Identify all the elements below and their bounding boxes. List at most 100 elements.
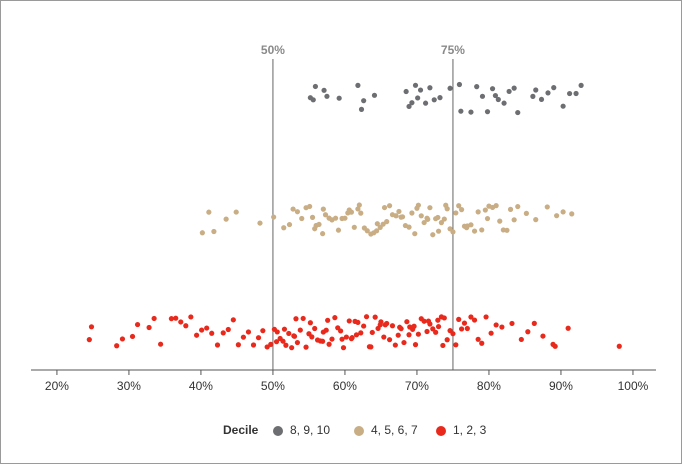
point	[456, 316, 462, 322]
point	[493, 322, 499, 328]
point	[438, 220, 445, 226]
point	[323, 327, 329, 333]
point	[361, 323, 367, 329]
point	[484, 215, 491, 222]
point	[544, 204, 550, 210]
point	[464, 325, 470, 332]
point	[427, 205, 433, 211]
point	[274, 329, 280, 335]
legend-label: 1, 2, 3	[453, 423, 487, 437]
point	[307, 203, 313, 210]
x-tick-label: 100%	[618, 379, 649, 393]
point	[398, 214, 404, 220]
point	[230, 317, 236, 323]
x-tick-label: 90%	[549, 379, 573, 393]
point	[447, 85, 453, 91]
point	[501, 100, 507, 106]
point	[257, 220, 263, 226]
point	[355, 319, 361, 326]
legend-label: 4, 5, 6, 7	[371, 423, 418, 437]
point	[551, 85, 557, 91]
point	[286, 221, 293, 228]
point	[355, 206, 361, 212]
point	[540, 333, 546, 339]
point	[214, 342, 221, 348]
point	[336, 95, 342, 101]
point	[119, 336, 126, 342]
point	[441, 315, 447, 321]
point	[299, 215, 305, 222]
point	[332, 215, 339, 221]
point	[381, 334, 387, 340]
point	[533, 217, 539, 223]
point	[233, 209, 239, 215]
point	[183, 323, 189, 329]
point	[414, 205, 420, 211]
point	[324, 93, 330, 99]
point	[290, 206, 296, 212]
point	[565, 325, 571, 331]
point	[412, 342, 419, 348]
point	[356, 202, 362, 208]
legend-title: Decile	[223, 423, 259, 437]
point	[479, 340, 485, 346]
point	[493, 203, 499, 209]
point	[461, 320, 468, 326]
point	[474, 84, 480, 90]
point	[235, 342, 241, 348]
point	[441, 216, 447, 222]
point	[342, 215, 348, 221]
point	[273, 339, 280, 345]
point	[320, 206, 326, 212]
point	[374, 228, 380, 234]
point	[533, 87, 539, 93]
point	[412, 82, 419, 88]
point	[178, 319, 184, 325]
point	[482, 207, 488, 213]
point	[401, 339, 407, 346]
x-tick-label: 40%	[189, 379, 213, 393]
point	[340, 345, 347, 351]
point	[381, 204, 388, 211]
point	[395, 332, 401, 338]
point	[525, 329, 531, 335]
point	[291, 333, 297, 339]
point	[358, 106, 365, 112]
point	[430, 232, 436, 238]
point	[509, 320, 515, 327]
point	[382, 322, 388, 328]
point	[271, 214, 277, 220]
reference-label: 50%	[261, 43, 285, 57]
point	[421, 219, 427, 226]
point	[488, 330, 494, 336]
point	[427, 85, 433, 91]
point	[286, 330, 292, 337]
x-tick-label: 60%	[333, 379, 357, 393]
point	[443, 202, 449, 208]
point	[450, 331, 456, 337]
point	[368, 344, 374, 350]
point	[322, 212, 329, 218]
point	[380, 221, 386, 227]
point	[353, 332, 360, 338]
point	[506, 88, 512, 95]
x-tick-label: 80%	[477, 379, 501, 393]
point	[393, 213, 399, 219]
point	[511, 217, 517, 223]
point	[281, 225, 287, 231]
point	[129, 333, 136, 340]
point	[346, 207, 352, 213]
point	[351, 224, 357, 230]
legend-swatch	[273, 426, 283, 436]
point	[530, 93, 536, 99]
point	[309, 334, 315, 340]
point	[435, 323, 442, 330]
point	[475, 209, 481, 215]
point	[435, 214, 441, 221]
point	[492, 92, 499, 99]
point	[326, 341, 332, 347]
point	[255, 335, 262, 341]
point	[316, 221, 322, 228]
point	[406, 103, 412, 110]
point	[374, 221, 380, 227]
